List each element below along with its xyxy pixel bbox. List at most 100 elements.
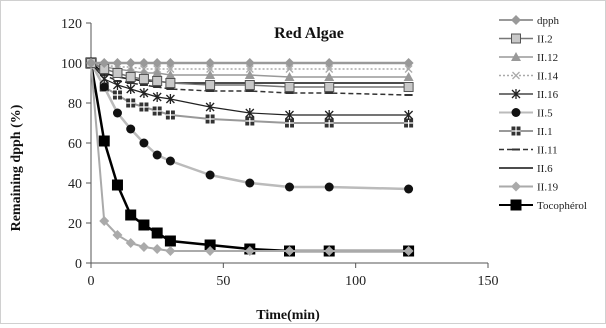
data-point-ii-2 — [284, 82, 295, 92]
legend-item-dpph: dpph — [499, 15, 560, 27]
data-point-tocoph-rol — [125, 209, 137, 221]
data-point-tocoph-rol — [204, 239, 216, 251]
data-point-ii-1 — [126, 98, 136, 108]
data-point-ii-12 — [324, 72, 335, 81]
data-point-dpph — [324, 58, 335, 68]
data-point-ii-16 — [152, 92, 162, 102]
data-point-dpph — [284, 58, 295, 68]
data-point-tocoph-rol — [111, 179, 123, 191]
data-point-ii-14 — [245, 65, 254, 73]
data-point-tocoph-rol — [164, 235, 176, 247]
series-ii-16 — [86, 58, 414, 120]
data-point-ii-19 — [112, 230, 123, 240]
legend-label: II.2 — [537, 34, 553, 46]
data-point-ii-5 — [139, 138, 149, 148]
legend-item-ii-19: II.19 — [499, 181, 559, 194]
data-point-ii-1 — [205, 114, 215, 124]
data-point-ii-16 — [285, 110, 294, 120]
legend-swatch-marker — [511, 181, 521, 192]
legend-label: Tocophérol — [537, 200, 587, 212]
data-point-ii-16 — [113, 80, 122, 90]
data-point-ii-19 — [138, 242, 149, 252]
data-point-ii-1 — [152, 106, 162, 116]
data-point-ii-2 — [112, 68, 123, 78]
data-point-dpph — [138, 58, 149, 68]
legend-swatch-marker — [511, 126, 521, 136]
legend-swatch-marker — [511, 89, 521, 99]
legend-label: II.5 — [537, 108, 553, 120]
data-point-dpph — [86, 58, 96, 68]
data-point-dpph — [205, 58, 216, 68]
legend-swatch-marker — [511, 108, 521, 117]
legend: dpph II.2 II.12 II.14 II.16 II.5 II.1 II.11 II.6… — [499, 15, 587, 212]
data-point-ii-12 — [284, 72, 295, 81]
data-point-dpph — [152, 58, 163, 68]
data-point-ii-16 — [245, 108, 255, 118]
data-point-ii-2 — [205, 80, 216, 90]
series-line-ii-14 — [90, 62, 409, 70]
legend-swatch-marker — [511, 33, 521, 44]
data-point-ii-19 — [324, 246, 335, 256]
data-point-ii-12 — [152, 68, 163, 77]
series-line-ii-11 — [90, 62, 409, 96]
data-point-ii-19 — [244, 246, 255, 256]
data-point-ii-19 — [205, 246, 216, 256]
legend-swatch-marker — [512, 71, 520, 80]
data-point-ii-2 — [165, 78, 176, 88]
data-point-ii-5 — [112, 108, 122, 118]
legend-item-ii-14: II.14 — [499, 71, 559, 83]
legend-item-ii-6: II.6 — [499, 163, 553, 175]
data-point-ii-19 — [403, 246, 414, 256]
y-tick-label: 80 — [68, 97, 82, 112]
y-tick-label: 20 — [68, 217, 82, 232]
series-ii-2 — [86, 58, 414, 92]
y-tick-label: 100 — [61, 57, 82, 72]
legend-swatch-marker — [511, 52, 521, 61]
legend-label: II.12 — [537, 52, 558, 64]
data-point-ii-2 — [152, 76, 163, 86]
data-point-ii-12 — [205, 70, 216, 79]
legend-item-ii-5: II.5 — [499, 108, 553, 120]
legend-label: II.1 — [537, 126, 553, 138]
data-point-ii-12 — [403, 72, 414, 81]
series-dpph — [86, 58, 414, 68]
data-point-ii-5 — [126, 124, 136, 134]
chart-title: Red Algae — [274, 25, 344, 42]
data-point-ii-14 — [325, 65, 334, 73]
data-point-ii-12 — [165, 70, 176, 79]
data-point-ii-2 — [125, 72, 136, 82]
data-point-ii-16 — [139, 88, 149, 98]
data-point-ii-5 — [404, 184, 414, 194]
data-point-dpph — [165, 58, 176, 68]
line-chart: 0 20 40 60 80 100 120 0 50 100 150 Red Algae Time(… — [9, 15, 587, 323]
data-point-ii-16 — [165, 94, 175, 104]
legend-label: II.11 — [537, 145, 558, 157]
data-point-ii-19 — [165, 246, 176, 256]
data-point-ii-2 — [138, 74, 149, 84]
legend-label: dpph — [537, 15, 560, 27]
data-point-ii-16 — [324, 110, 334, 120]
data-point-ii-1 — [112, 90, 122, 100]
data-point-ii-5 — [205, 170, 215, 180]
axes: 0 20 40 60 80 100 120 0 50 100 150 — [61, 17, 499, 289]
y-tick-label: 120 — [61, 17, 82, 32]
data-point-ii-12 — [244, 70, 255, 79]
data-point-ii-16 — [404, 110, 414, 120]
data-point-ii-16 — [126, 84, 136, 94]
data-point-ii-16 — [205, 102, 215, 112]
data-point-ii-16 — [99, 74, 109, 84]
data-point-ii-5 — [99, 82, 109, 92]
data-point-ii-14 — [285, 65, 294, 73]
legend-item-ii-16: II.16 — [499, 89, 559, 101]
data-point-tocoph-rol — [138, 219, 150, 231]
series-ii-19 — [86, 58, 414, 256]
data-point-ii-5 — [285, 182, 294, 192]
legend-swatch-marker — [511, 15, 521, 25]
y-tick-label: 40 — [68, 177, 82, 192]
data-point-ii-5 — [165, 156, 175, 166]
data-point-tocoph-rol — [151, 227, 163, 239]
data-point-ii-2 — [244, 80, 255, 90]
data-point-ii-14 — [404, 65, 413, 73]
data-point-ii-2 — [324, 82, 335, 92]
